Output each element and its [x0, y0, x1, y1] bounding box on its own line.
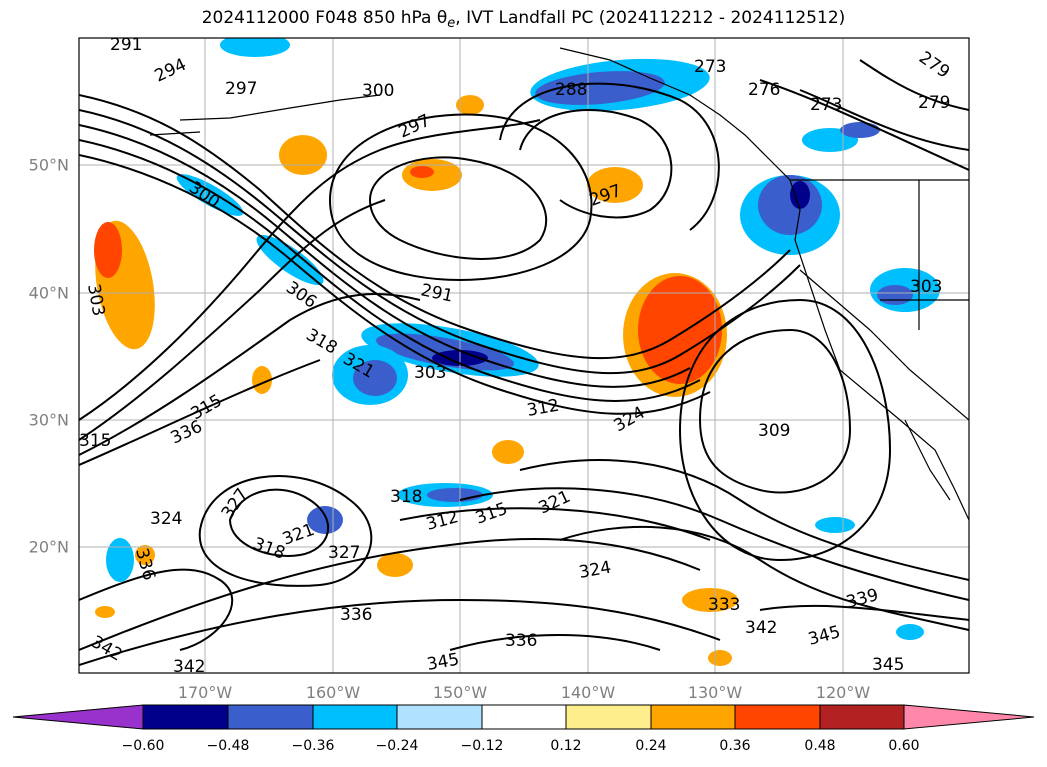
lon-label: 150°W — [432, 683, 488, 702]
contour-label: 303 — [414, 363, 446, 383]
contour-label: 300 — [362, 81, 394, 101]
colorbar-tick-label: 0.60 — [888, 738, 920, 754]
contour-label: 273 — [694, 57, 726, 77]
contour-label: 342 — [745, 618, 777, 638]
contour-label: 273 — [810, 95, 842, 115]
contour-label: 315 — [79, 431, 111, 451]
contour-label: 276 — [748, 80, 780, 100]
theta-e-contours — [79, 59, 969, 666]
coastlines — [149, 47, 969, 521]
contour-label: 345 — [425, 650, 460, 675]
lat-label: 40°N — [28, 283, 69, 303]
colorbar-extend-max — [903, 704, 1035, 730]
contour-label: 288 — [555, 80, 587, 100]
colorbar-tick-label: 0.24 — [635, 738, 667, 754]
contour-label: 345 — [872, 655, 904, 675]
colorbar-segment — [734, 704, 821, 730]
colorbar-tick-label: 0.12 — [550, 738, 582, 754]
colorbar-tick-label: −0.48 — [206, 738, 250, 754]
colorbar-segment — [312, 704, 398, 730]
lon-label: 130°W — [687, 683, 743, 702]
map-title: 2024112000 F048 850 hPa θe, IVT Landfall… — [201, 8, 846, 31]
contour-label: 279 — [918, 93, 950, 113]
contour-label: 327 — [328, 543, 360, 563]
lat-label: 50°N — [28, 155, 69, 175]
lat-label: 30°N — [28, 410, 69, 430]
contour-label: 324 — [150, 509, 182, 529]
colorbar-tick-label: −0.60 — [121, 738, 165, 754]
lon-label: 140°W — [560, 683, 616, 702]
colorbar-segment — [650, 704, 736, 730]
lon-label: 160°W — [305, 683, 361, 702]
contour-label: 309 — [758, 421, 790, 441]
colorbar-tick-label: −0.12 — [460, 738, 504, 754]
colorbar-segment — [481, 704, 567, 730]
graticule — [79, 38, 969, 673]
colorbar-segment — [819, 704, 905, 730]
colorbar-segment — [565, 704, 652, 730]
colorbar-tick-label: 0.48 — [804, 738, 836, 754]
contour-label: 342 — [173, 657, 205, 677]
lon-label: 120°W — [815, 683, 871, 702]
colorbar-tick-label: 0.36 — [719, 738, 751, 754]
colorbar-tick-label: −0.36 — [291, 738, 335, 754]
map-frame — [78, 37, 970, 674]
contour-label: 336 — [340, 605, 372, 625]
contour-label: 333 — [708, 595, 740, 615]
colorbar-segment — [227, 704, 314, 730]
ivt-pc-shading — [94, 38, 940, 666]
colorbar-tick-label: −0.24 — [375, 738, 419, 754]
contour-label: 336 — [505, 631, 537, 651]
colorbar-extend-min — [12, 704, 144, 730]
contour-label: 297 — [225, 79, 257, 99]
colorbar-segment — [142, 704, 229, 730]
contour-label: 303 — [910, 277, 942, 297]
contour-label: 318 — [390, 487, 422, 507]
lat-label: 20°N — [28, 537, 69, 557]
colorbar-segment — [396, 704, 483, 730]
colorbar — [12, 704, 1035, 730]
contour-label: 291 — [110, 35, 142, 55]
lon-label: 170°W — [177, 683, 233, 702]
